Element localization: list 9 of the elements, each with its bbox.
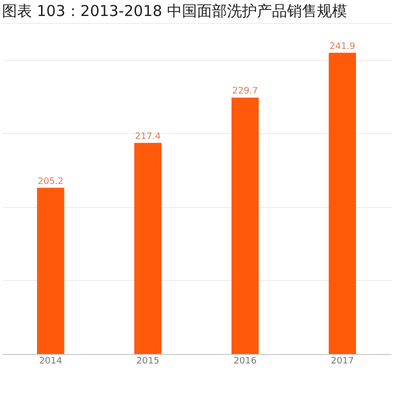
chart-title: 图表 103：2013-2018 中国面部洗护产品销售规模 — [2, 2, 347, 20]
data-label: 205.2 — [38, 176, 64, 187]
x-tick-label: 2017 — [330, 356, 354, 366]
x-tick-label: 2014 — [39, 356, 62, 366]
data-label: 241.9 — [329, 42, 356, 52]
data-label: 229.7 — [232, 86, 258, 97]
x-tick-label: 2016 — [234, 356, 257, 366]
x-tick-label: 2015 — [136, 356, 160, 366]
data-label: 217.4 — [134, 132, 162, 142]
